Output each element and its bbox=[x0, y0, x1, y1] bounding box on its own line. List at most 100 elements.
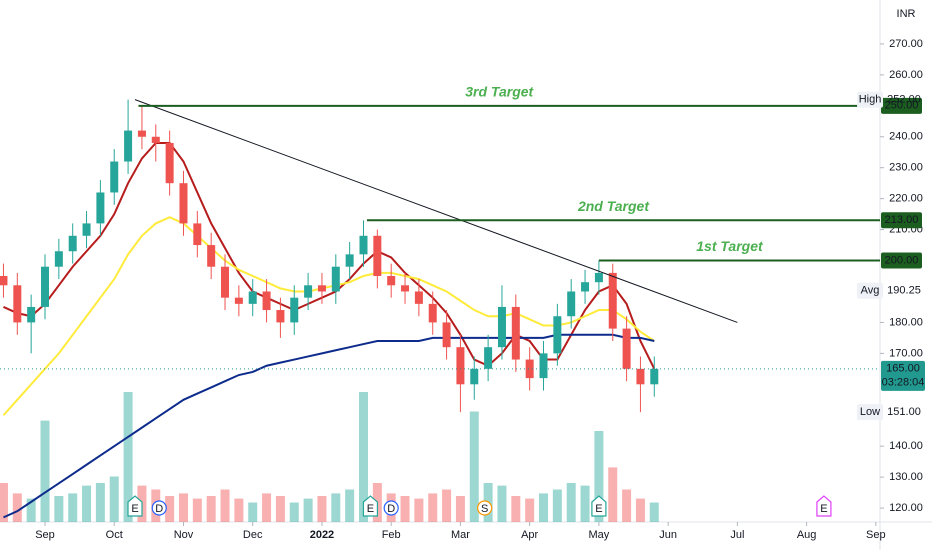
volume-bar bbox=[12, 493, 22, 522]
volume-bar bbox=[165, 496, 175, 522]
x-tick-label: Aug bbox=[797, 529, 817, 541]
x-tick-label: Jul bbox=[730, 529, 744, 541]
y-tick-label: 140.00 bbox=[889, 440, 923, 452]
candle-body bbox=[0, 276, 8, 286]
volume-bar bbox=[54, 496, 64, 522]
x-tick-label: Feb bbox=[382, 529, 401, 541]
y-tick-label: 170.00 bbox=[889, 347, 923, 359]
stat-label: High bbox=[859, 94, 882, 106]
event-badge bbox=[816, 495, 832, 517]
stat-box bbox=[857, 404, 883, 421]
price-label-box bbox=[881, 252, 922, 269]
volume-bar bbox=[192, 498, 202, 522]
candle-body bbox=[317, 285, 326, 292]
stat-value: 252.00 bbox=[887, 94, 921, 106]
volume-bar bbox=[345, 489, 355, 522]
candle-body bbox=[497, 306, 506, 348]
candle-body bbox=[484, 347, 493, 369]
candle-body bbox=[124, 130, 133, 162]
volume-bar bbox=[649, 502, 659, 522]
candle-body bbox=[27, 306, 36, 323]
x-tick-label: Sep bbox=[35, 529, 55, 541]
candle-body bbox=[553, 316, 562, 354]
x-tick-label: Oct bbox=[106, 529, 123, 541]
target-label: 1st Target bbox=[696, 238, 764, 254]
candle-body bbox=[234, 297, 243, 304]
candle-body bbox=[428, 303, 437, 323]
event-label: E bbox=[595, 503, 602, 515]
target-label: 3rd Target bbox=[465, 84, 534, 100]
volume-bar bbox=[248, 502, 258, 522]
event-badge bbox=[383, 500, 399, 516]
volume-bar bbox=[82, 485, 92, 522]
candle-body bbox=[13, 285, 22, 323]
volume-bar bbox=[580, 485, 590, 522]
event-badge bbox=[151, 500, 167, 516]
volume-bar bbox=[262, 493, 272, 522]
event-label: E bbox=[820, 503, 827, 515]
y-tick-label: 260.00 bbox=[889, 69, 923, 81]
volume-bar bbox=[414, 498, 424, 522]
volume-bar bbox=[40, 420, 50, 522]
candle-body bbox=[290, 297, 299, 323]
x-tick-label: Sep bbox=[866, 529, 886, 541]
volume-bar bbox=[469, 411, 479, 522]
event-label: D bbox=[155, 503, 163, 515]
candle-body bbox=[650, 368, 659, 385]
volume-bar bbox=[234, 498, 244, 522]
event-badge bbox=[591, 495, 607, 517]
x-tick-label: Dec bbox=[243, 529, 263, 541]
candle-body bbox=[608, 272, 617, 329]
stat-box bbox=[857, 282, 883, 299]
candle-body bbox=[622, 328, 631, 369]
candle-body bbox=[41, 266, 50, 307]
volume-bar bbox=[317, 496, 327, 522]
price-label-box bbox=[881, 97, 922, 114]
volume-bar bbox=[220, 489, 230, 522]
volume-bar bbox=[206, 496, 216, 522]
price-label: 213.00 bbox=[885, 214, 919, 226]
volume-bar bbox=[455, 496, 465, 522]
volume-bar bbox=[428, 493, 438, 522]
event-label: E bbox=[367, 503, 374, 515]
candle-body bbox=[96, 192, 105, 224]
candle-body bbox=[165, 142, 174, 184]
candle-body bbox=[151, 136, 160, 143]
candle-body bbox=[179, 183, 188, 224]
volume-bar bbox=[400, 496, 410, 522]
last-price-box bbox=[881, 360, 925, 391]
volume-bar bbox=[275, 496, 285, 522]
candle-body bbox=[373, 235, 382, 277]
candle-body bbox=[193, 223, 202, 246]
stat-value: 190.25 bbox=[887, 285, 921, 297]
volume-bar bbox=[123, 392, 133, 522]
price-label: 200.00 bbox=[885, 254, 919, 266]
candle-body bbox=[262, 291, 271, 311]
target-label: 2nd Target bbox=[577, 198, 650, 214]
x-tick-label: 2022 bbox=[310, 529, 334, 541]
candle-body bbox=[331, 266, 340, 292]
candle-body bbox=[68, 235, 77, 252]
candle-body bbox=[636, 368, 645, 385]
x-tick-label: Apr bbox=[521, 529, 538, 541]
y-tick-label: 240.00 bbox=[889, 131, 923, 143]
candle-body bbox=[137, 130, 146, 137]
trendline bbox=[134, 99, 738, 323]
stat-label: Avg bbox=[861, 285, 880, 297]
moving-average-line bbox=[3, 333, 655, 519]
volume-bar bbox=[622, 489, 632, 522]
price-label-box bbox=[881, 212, 922, 229]
candle-body bbox=[221, 266, 230, 298]
candle-body bbox=[345, 254, 354, 267]
volume-bar bbox=[497, 485, 507, 522]
x-tick-label: Jun bbox=[659, 529, 677, 541]
event-label: S bbox=[481, 503, 488, 515]
volume-bar bbox=[358, 392, 368, 522]
x-tick-label: Mar bbox=[451, 529, 470, 541]
last-price: 165.00 bbox=[886, 363, 920, 375]
volume-bar bbox=[178, 493, 188, 522]
event-label: E bbox=[131, 503, 138, 515]
volume-bar bbox=[95, 483, 105, 522]
plot-area bbox=[0, 99, 880, 522]
candle-body bbox=[248, 291, 257, 304]
